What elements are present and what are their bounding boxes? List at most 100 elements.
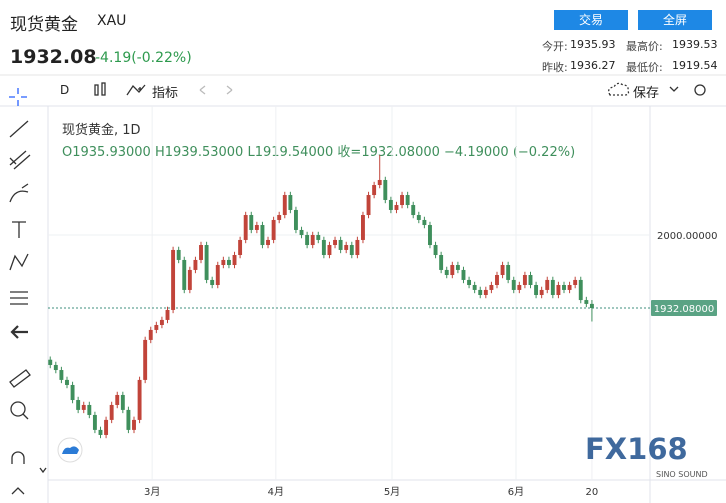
candle-body (159, 319, 164, 325)
candle-body (400, 195, 405, 206)
save-button[interactable]: 保存 (633, 86, 660, 101)
lock-tool[interactable] (11, 487, 25, 495)
candle-body (115, 394, 120, 405)
candle-body (81, 404, 86, 410)
candle-body (316, 235, 321, 240)
candle-body (567, 285, 572, 290)
watermark-logo: FX168 (585, 432, 688, 466)
chevron[interactable] (39, 467, 47, 474)
cloud-icon[interactable] (608, 82, 630, 96)
candle-body (254, 225, 259, 230)
candle-body (511, 279, 516, 290)
candle-body (455, 265, 460, 270)
candle-body (416, 215, 421, 220)
zoom-tool[interactable] (22, 413, 29, 420)
candle-body (182, 259, 187, 290)
zoom-tool[interactable] (10, 401, 26, 417)
candle-body (422, 219, 427, 226)
candle-body (461, 269, 466, 280)
candle-body (394, 205, 399, 210)
stat-label: 昨收: (542, 61, 568, 74)
candle-body (204, 245, 209, 280)
candle-body (92, 414, 97, 430)
candle-body (338, 239, 343, 250)
stat-label: 最高价: (626, 40, 663, 53)
candle-body (472, 285, 477, 290)
candle-body (467, 279, 472, 286)
instrument-symbol: XAU (97, 13, 127, 29)
candle-body (584, 300, 589, 304)
stat-label: 最低价: (626, 61, 663, 74)
candle-body (539, 289, 544, 295)
measure-tool[interactable] (9, 369, 31, 388)
indicator-icon[interactable] (126, 84, 146, 96)
legend-change: −4.19000 (−0.22%) (444, 145, 576, 160)
candle-body (366, 195, 371, 216)
candle-body (355, 239, 360, 256)
candle-body (433, 245, 438, 256)
candle-body (232, 255, 237, 266)
candle-body (428, 225, 432, 246)
line-tool[interactable] (9, 120, 29, 138)
pattern-tool[interactable] (9, 253, 29, 271)
candle-body (444, 269, 449, 276)
candle-body (439, 255, 444, 270)
x-tick-label: 6月 (508, 486, 524, 498)
undo-redo[interactable] (199, 85, 233, 95)
legend-title: 现货黄金, 1D (62, 123, 141, 138)
candle-body (193, 259, 198, 270)
fib-tool[interactable] (10, 291, 28, 305)
settings-icon[interactable] (694, 84, 706, 96)
candle-body (578, 279, 583, 301)
candle-icon[interactable] (101, 82, 106, 96)
candle-body (372, 185, 377, 196)
candle-body (388, 199, 393, 210)
trade-button[interactable]: 交易 (554, 10, 628, 30)
candle-body (249, 215, 254, 230)
candle-body (589, 303, 594, 309)
candle-body (132, 419, 136, 430)
x-tick-label: 4月 (268, 486, 284, 498)
candle-body (361, 215, 365, 240)
candle-body (277, 215, 282, 220)
candle-body (383, 179, 388, 200)
candle-body (226, 259, 231, 266)
magnet-tool[interactable] (11, 451, 25, 464)
chevron[interactable] (669, 86, 679, 92)
indicators-button[interactable]: 指标 (152, 86, 179, 101)
candle-icon[interactable] (94, 84, 99, 96)
channel-tool[interactable] (9, 150, 31, 170)
candle-body (221, 259, 226, 266)
candle-body (148, 329, 153, 340)
candle-body (478, 289, 483, 295)
candle-body (550, 279, 555, 295)
candle-body (48, 359, 53, 365)
candle-body (176, 249, 181, 260)
candle-body (522, 275, 527, 286)
candle-body (266, 239, 270, 246)
stat-value: 1919.54 (672, 59, 718, 72)
brush-tool[interactable] (9, 183, 29, 203)
candle-body (500, 265, 505, 276)
candle-body (199, 245, 203, 260)
interval-button[interactable]: D (60, 83, 70, 97)
instrument-title: 现货黄金 (10, 15, 78, 35)
candle-body (450, 265, 455, 276)
fullscreen-button[interactable]: 全屏 (638, 10, 712, 30)
candle-body (137, 379, 142, 420)
text-tool[interactable] (12, 221, 26, 238)
candle-body (534, 285, 539, 295)
candle-body (65, 379, 69, 385)
side-tools (9, 88, 47, 495)
legend-close: 收=1932.08000 (337, 145, 440, 160)
candle-body (243, 215, 248, 240)
candle-body (377, 179, 382, 186)
back-tool[interactable] (10, 325, 28, 339)
stat-value: 1936.27 (570, 59, 616, 72)
candle-body (215, 265, 220, 286)
logo-badge (62, 446, 79, 454)
crosshair-tool[interactable] (9, 88, 27, 106)
legend-high: H1939.53000 (154, 145, 244, 160)
